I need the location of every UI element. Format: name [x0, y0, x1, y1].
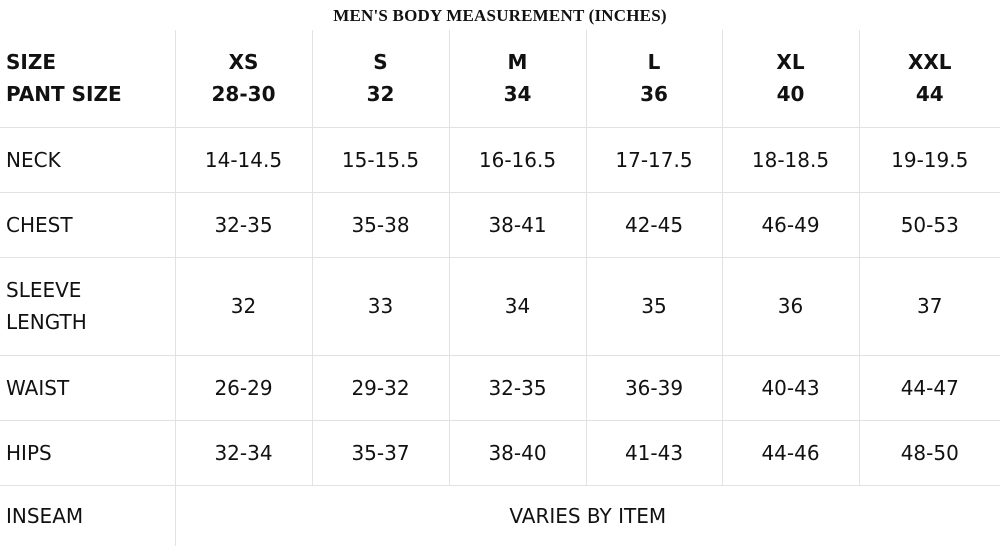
size-column: L 36	[585, 30, 722, 127]
size: XS	[228, 50, 259, 75]
cell: 33	[311, 256, 449, 355]
row-label: INSEAM	[0, 484, 175, 546]
row-label-text: SLEEVE LENGTH	[6, 278, 87, 334]
cell: 29-32	[311, 354, 449, 420]
row-label: CHEST	[0, 191, 175, 257]
cell: 18-18.5	[721, 126, 859, 192]
cell: 38-41	[448, 191, 586, 257]
size-column: S 32	[311, 30, 449, 127]
cell: 32-35	[448, 354, 586, 420]
cell: 32	[174, 256, 312, 355]
row-label: SLEEVE LENGTH	[0, 256, 175, 355]
row-label: WAIST	[0, 354, 175, 420]
size-column: XL 40	[721, 30, 859, 127]
row-label-text: NECK	[6, 147, 61, 172]
cell: 44-46	[721, 419, 859, 485]
pant-size: 44	[915, 82, 944, 107]
header-label-line: PANT SIZE	[6, 82, 122, 107]
cell: 42-45	[585, 191, 722, 257]
measure-row: HIPS 32-34 35-37 38-40 41-43 44-46 48-50	[0, 419, 1000, 485]
row-label: HIPS	[0, 419, 175, 485]
measure-row: WAIST 26-29 29-32 32-35 36-39 40-43 44-47	[0, 354, 1000, 420]
cell: 17-17.5	[585, 126, 722, 192]
cell: 41-43	[585, 419, 722, 485]
cell: 32-35	[174, 191, 312, 257]
header-label: SIZE PANT SIZE	[0, 30, 175, 127]
size: XXL	[907, 50, 952, 75]
measure-row: NECK 14-14.5 15-15.5 16-16.5 17-17.5 18-18.5 1…	[0, 126, 1000, 192]
size: L	[647, 50, 661, 75]
size-column: XS 28-30	[174, 30, 312, 127]
cell: 50-53	[858, 191, 1000, 257]
size-column: XXL 44	[858, 30, 1000, 127]
cell: 32-34	[174, 419, 312, 485]
cell: 26-29	[174, 354, 312, 420]
row-label: NECK	[0, 126, 175, 192]
cell: 15-15.5	[311, 126, 449, 192]
cell: 14-14.5	[174, 126, 312, 192]
table-body: SIZE PANT SIZE XS 28-30 S 32 M 34 L 36 XL 40 XXL 44 NE…	[0, 30, 1000, 546]
pant-size: 28-30	[211, 82, 276, 107]
cell: 40-43	[721, 354, 859, 420]
cell: 35	[585, 256, 722, 355]
inseam-value: VARIES BY ITEM	[174, 484, 1000, 546]
cell: 34	[448, 256, 586, 355]
cell: 36	[721, 256, 859, 355]
size: XL	[776, 50, 805, 75]
pant-size: 36	[640, 82, 668, 107]
cell: 36-39	[585, 354, 722, 420]
cell: 19-19.5	[858, 126, 1000, 192]
header-label-line: SIZE	[6, 50, 57, 75]
cell: 44-47	[858, 354, 1000, 420]
pant-size: 40	[776, 82, 805, 107]
measure-row: CHEST 32-35 35-38 38-41 42-45 46-49 50-53	[0, 191, 1000, 257]
cell: 37	[858, 256, 1000, 355]
row-label-text: HIPS	[6, 440, 52, 465]
size-table: SIZE PANT SIZE XS 28-30 S 32 M 34 L 36 XL 40 XXL 44 NE…	[0, 30, 1000, 546]
cell: 35-37	[311, 419, 449, 485]
cell: 35-38	[311, 191, 449, 257]
row-label-text: WAIST	[6, 375, 70, 400]
size: S	[373, 50, 388, 75]
title: MEN'S BODY MEASUREMENT (INCHES)	[333, 6, 667, 25]
cell: 38-40	[448, 419, 586, 485]
pant-size: 32	[366, 82, 395, 107]
cell: 46-49	[721, 191, 859, 257]
pant-size: 34	[503, 82, 532, 107]
cell: 16-16.5	[448, 126, 586, 192]
row-label-text: CHEST	[6, 212, 73, 237]
size: M	[507, 50, 528, 75]
cell: 48-50	[858, 419, 1000, 485]
inseam-row: INSEAM VARIES BY ITEM	[0, 484, 1000, 546]
measure-row: SLEEVE LENGTH 32 33 34 35 36 37	[0, 256, 1000, 355]
header-row: SIZE PANT SIZE XS 28-30 S 32 M 34 L 36 XL 40 XXL 44	[0, 30, 1000, 127]
size-column: M 34	[448, 30, 586, 127]
